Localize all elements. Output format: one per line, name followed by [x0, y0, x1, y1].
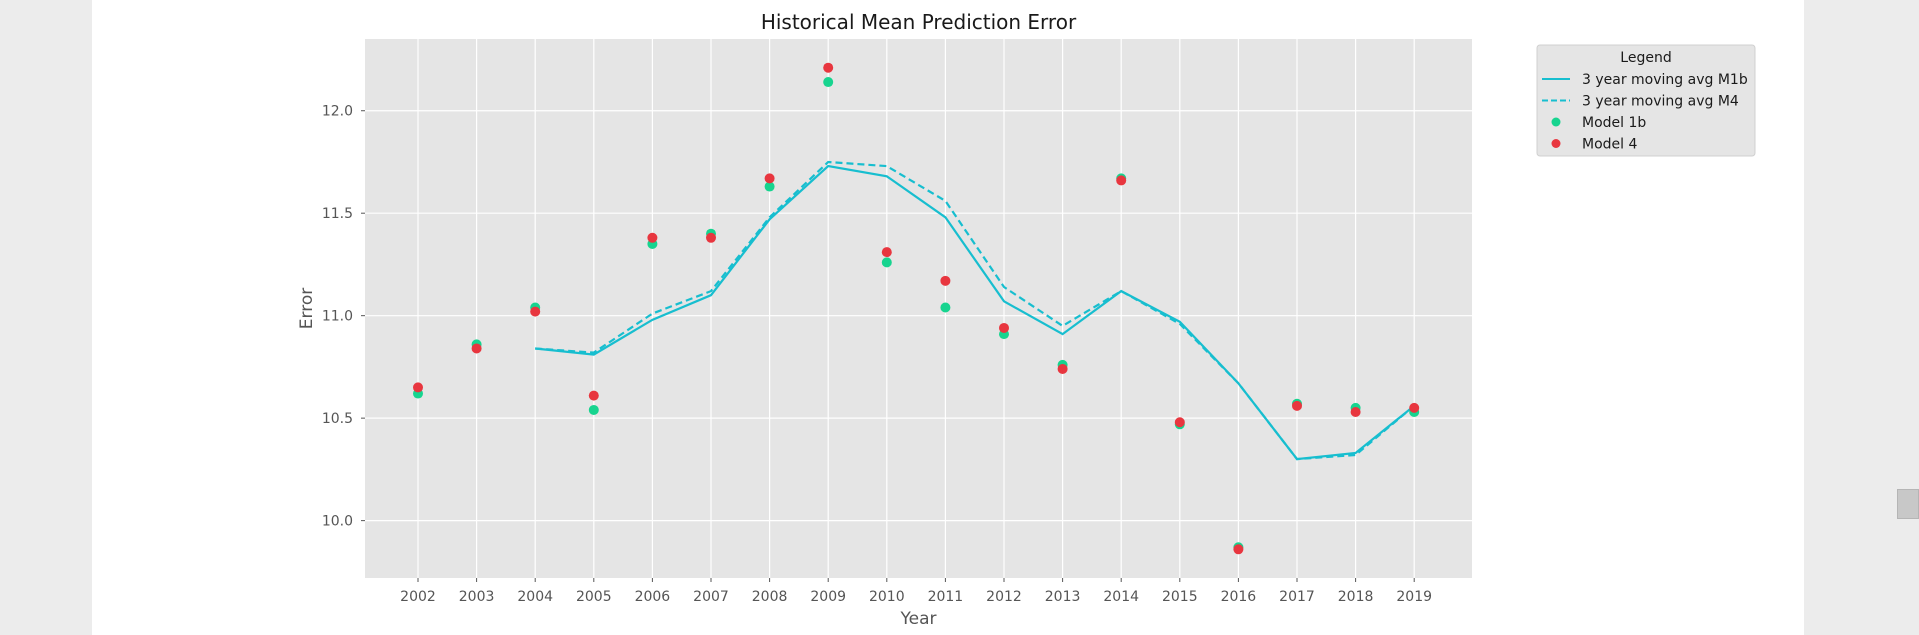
data-point — [940, 302, 951, 313]
data-point — [823, 77, 834, 88]
x-tick-label: 2010 — [869, 589, 905, 605]
y-tick-label: 12.0 — [322, 104, 353, 120]
x-tick-label: 2003 — [459, 589, 495, 605]
plot-area — [365, 39, 1472, 578]
x-tick-label: 2012 — [986, 589, 1022, 605]
data-point — [471, 343, 482, 354]
data-point — [881, 247, 892, 258]
legend-item: 3 year moving avg M4 — [1542, 94, 1739, 110]
data-point — [588, 404, 599, 415]
x-tick-label: 2015 — [1162, 589, 1198, 605]
gridlines — [365, 39, 1472, 578]
data-point — [413, 382, 423, 393]
data-point — [1409, 402, 1420, 413]
x-tick-label: 2016 — [1221, 589, 1257, 605]
x-tick-label: 2011 — [928, 589, 964, 605]
x-tick-label: 2019 — [1396, 589, 1432, 605]
x-axis-label: Year — [900, 609, 937, 629]
data-point — [881, 257, 892, 268]
data-point — [940, 275, 951, 286]
data-point — [1174, 417, 1185, 428]
legend-item: Model 4 — [1551, 137, 1637, 153]
data-point — [1116, 175, 1127, 186]
x-tick-label: 2009 — [810, 589, 846, 605]
x-tick-label: 2018 — [1338, 589, 1374, 605]
data-point — [1292, 400, 1302, 411]
legend-marker-swatch — [1551, 139, 1561, 148]
data-point — [999, 322, 1009, 333]
x-tick-label: 2006 — [635, 589, 671, 605]
x-tick-label: 2002 — [400, 589, 436, 605]
series-line — [535, 160, 1415, 461]
data-point — [764, 173, 775, 184]
data-point — [1350, 406, 1361, 417]
y-tick-label: 10.5 — [322, 411, 353, 427]
series-line — [535, 164, 1415, 461]
legend-box — [1536, 44, 1756, 157]
x-tick-label: 2014 — [1103, 589, 1139, 605]
y-tick-labels: 10.0 10.5 11.0 11.5 12.0 — [322, 104, 365, 530]
x-tick-label: 2005 — [576, 589, 612, 605]
legend-title: Legend — [1620, 50, 1671, 66]
data-point — [1057, 363, 1068, 374]
series-lines — [535, 160, 1415, 461]
legend-label: Model 4 — [1582, 137, 1637, 153]
legend-item: 3 year moving avg M1b — [1542, 72, 1748, 88]
data-point — [588, 390, 599, 401]
data-point — [764, 181, 775, 192]
legend-marker-swatch — [1551, 117, 1561, 127]
legend-label: 3 year moving avg M4 — [1582, 94, 1739, 110]
x-tick-label: 2013 — [1045, 589, 1081, 605]
data-point — [647, 232, 658, 243]
x-tick-label: 2007 — [693, 589, 729, 605]
legend-item: Model 1b — [1551, 115, 1646, 131]
y-tick-label: 10.0 — [322, 514, 353, 530]
data-point — [1233, 544, 1244, 555]
legend-items: 3 year moving avg M1b 3 year moving avg M… — [1542, 72, 1748, 153]
legend-label: 3 year moving avg M1b — [1582, 72, 1748, 88]
series-points — [413, 62, 1420, 555]
y-axis-label: Error — [297, 288, 317, 329]
data-point — [530, 306, 541, 317]
y-tick-label: 11.5 — [322, 206, 353, 222]
data-point — [823, 62, 834, 73]
chart-title: Historical Mean Prediction Error — [761, 10, 1077, 34]
legend-label: Model 1b — [1582, 115, 1646, 131]
data-point — [706, 232, 716, 243]
x-tick-label: 2008 — [752, 589, 788, 605]
y-tick-label: 11.0 — [322, 309, 353, 325]
x-tick-label: 2017 — [1279, 589, 1315, 605]
x-tick-label: 2004 — [517, 589, 553, 605]
x-tick-labels: 2002 2003 2004 2005 2006 2007 2008 2009 2010 2011… — [400, 578, 1432, 605]
